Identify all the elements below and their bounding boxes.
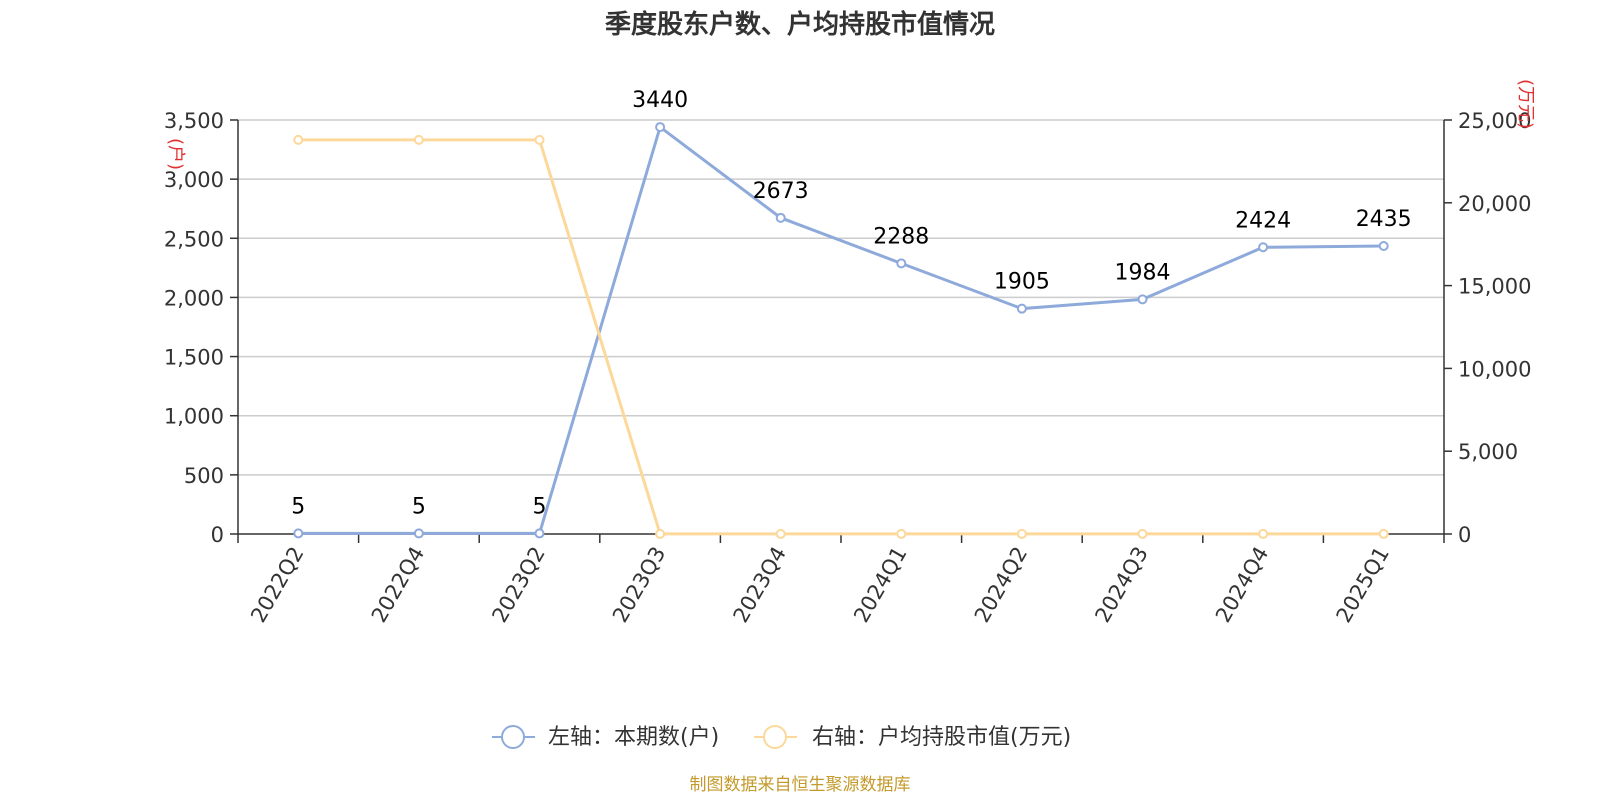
left-series-point [1258,242,1269,253]
data-label: 2673 [753,179,809,204]
right-axis-tick-label: 20,000 [1458,192,1531,216]
legend-label-right: 右轴：户均持股市值(万元) [812,725,1071,750]
left-series-point [655,122,666,133]
data-labels: 5 5 5 3440 2673 2288 1905 1984 2424 2435 [291,88,1411,519]
data-label: 2435 [1356,207,1412,232]
left-axis-tick-label: 3,000 [164,168,224,192]
legend-marker-right [763,725,787,749]
right-series-point [1378,528,1389,539]
right-series-point [1258,528,1269,539]
data-label: 5 [291,494,305,519]
x-axis-tick-label: 2023Q2 [487,543,549,627]
right-series-point [896,528,907,539]
right-series-point [1137,528,1148,539]
x-axis-tick-label: 2025Q1 [1332,543,1394,627]
grid-lines [238,119,1444,476]
left-series-point [1137,294,1148,305]
axes: 0 500 1,000 1,500 2,000 2,500 3,000 3,500 0 5,000… [164,109,1532,627]
left-series-line [298,125,1384,535]
legend-item-left-series[interactable]: 左轴：本期数(户) [492,725,719,750]
data-label: 2424 [1235,208,1291,233]
legend-marker-left [501,725,525,749]
data-source: 制图数据来自恒生聚源数据库 [690,775,911,795]
x-axis-tick-label: 2024Q4 [1211,543,1273,627]
x-axis-tick-label: 2022Q2 [246,543,308,627]
left-series-point [775,212,786,223]
x-axis-tick-label: 2024Q2 [970,543,1032,627]
data-label: 5 [412,494,426,519]
data-label: 3440 [632,88,688,113]
left-series-point [413,528,424,539]
data-label: 5 [533,494,547,519]
x-axis-tick-label: 2022Q4 [367,543,429,627]
right-axis-unit: (万元) [1515,79,1536,129]
chart-title: 季度股东户数、户均持股市值情况 [605,9,995,40]
right-axis-tick-label: 15,000 [1458,275,1531,299]
left-series-point [1016,303,1027,314]
right-series-point [1016,528,1027,539]
data-label: 2288 [873,224,929,249]
right-series-point [534,134,545,145]
x-axis-tick-label: 2023Q4 [729,543,791,627]
left-series-point [293,528,304,539]
left-axis-tick-label: 3,500 [164,109,224,133]
left-axis-tick-label: 2,000 [164,286,224,310]
series [293,122,1389,539]
right-series-point [293,134,304,145]
left-axis-tick-label: 500 [184,464,224,488]
left-series-point [896,258,907,269]
right-axis-tick-label: 10,000 [1458,357,1531,381]
left-axis-unit: (户) [165,138,186,170]
right-series-point [655,528,666,539]
left-series-point [1378,240,1389,251]
right-axis-tick-label: 5,000 [1458,440,1518,464]
left-axis-tick-label: 1,500 [164,346,224,370]
left-axis-tick-label: 1,000 [164,405,224,429]
left-axis-tick-label: 0 [211,523,224,547]
legend-item-right-series[interactable]: 右轴：户均持股市值(万元) [754,725,1071,750]
x-axis-tick-label: 2024Q3 [1090,543,1152,627]
left-axis-tick-label: 2,500 [164,227,224,251]
left-series-point [534,528,545,539]
right-series-point [413,134,424,145]
data-label: 1984 [1115,260,1171,285]
right-series-line [298,138,1384,536]
legend-label-left: 左轴：本期数(户) [548,725,719,750]
right-axis-tick-label: 0 [1458,523,1471,547]
right-axis-tick-label: 25,000 [1458,109,1531,133]
x-axis-tick-label: 2024Q1 [849,543,911,627]
right-series-point [775,528,786,539]
legend: 左轴：本期数(户) 右轴：户均持股市值(万元) [492,725,1071,750]
x-axis-tick-label: 2023Q3 [608,543,670,627]
data-label: 1905 [994,270,1050,295]
